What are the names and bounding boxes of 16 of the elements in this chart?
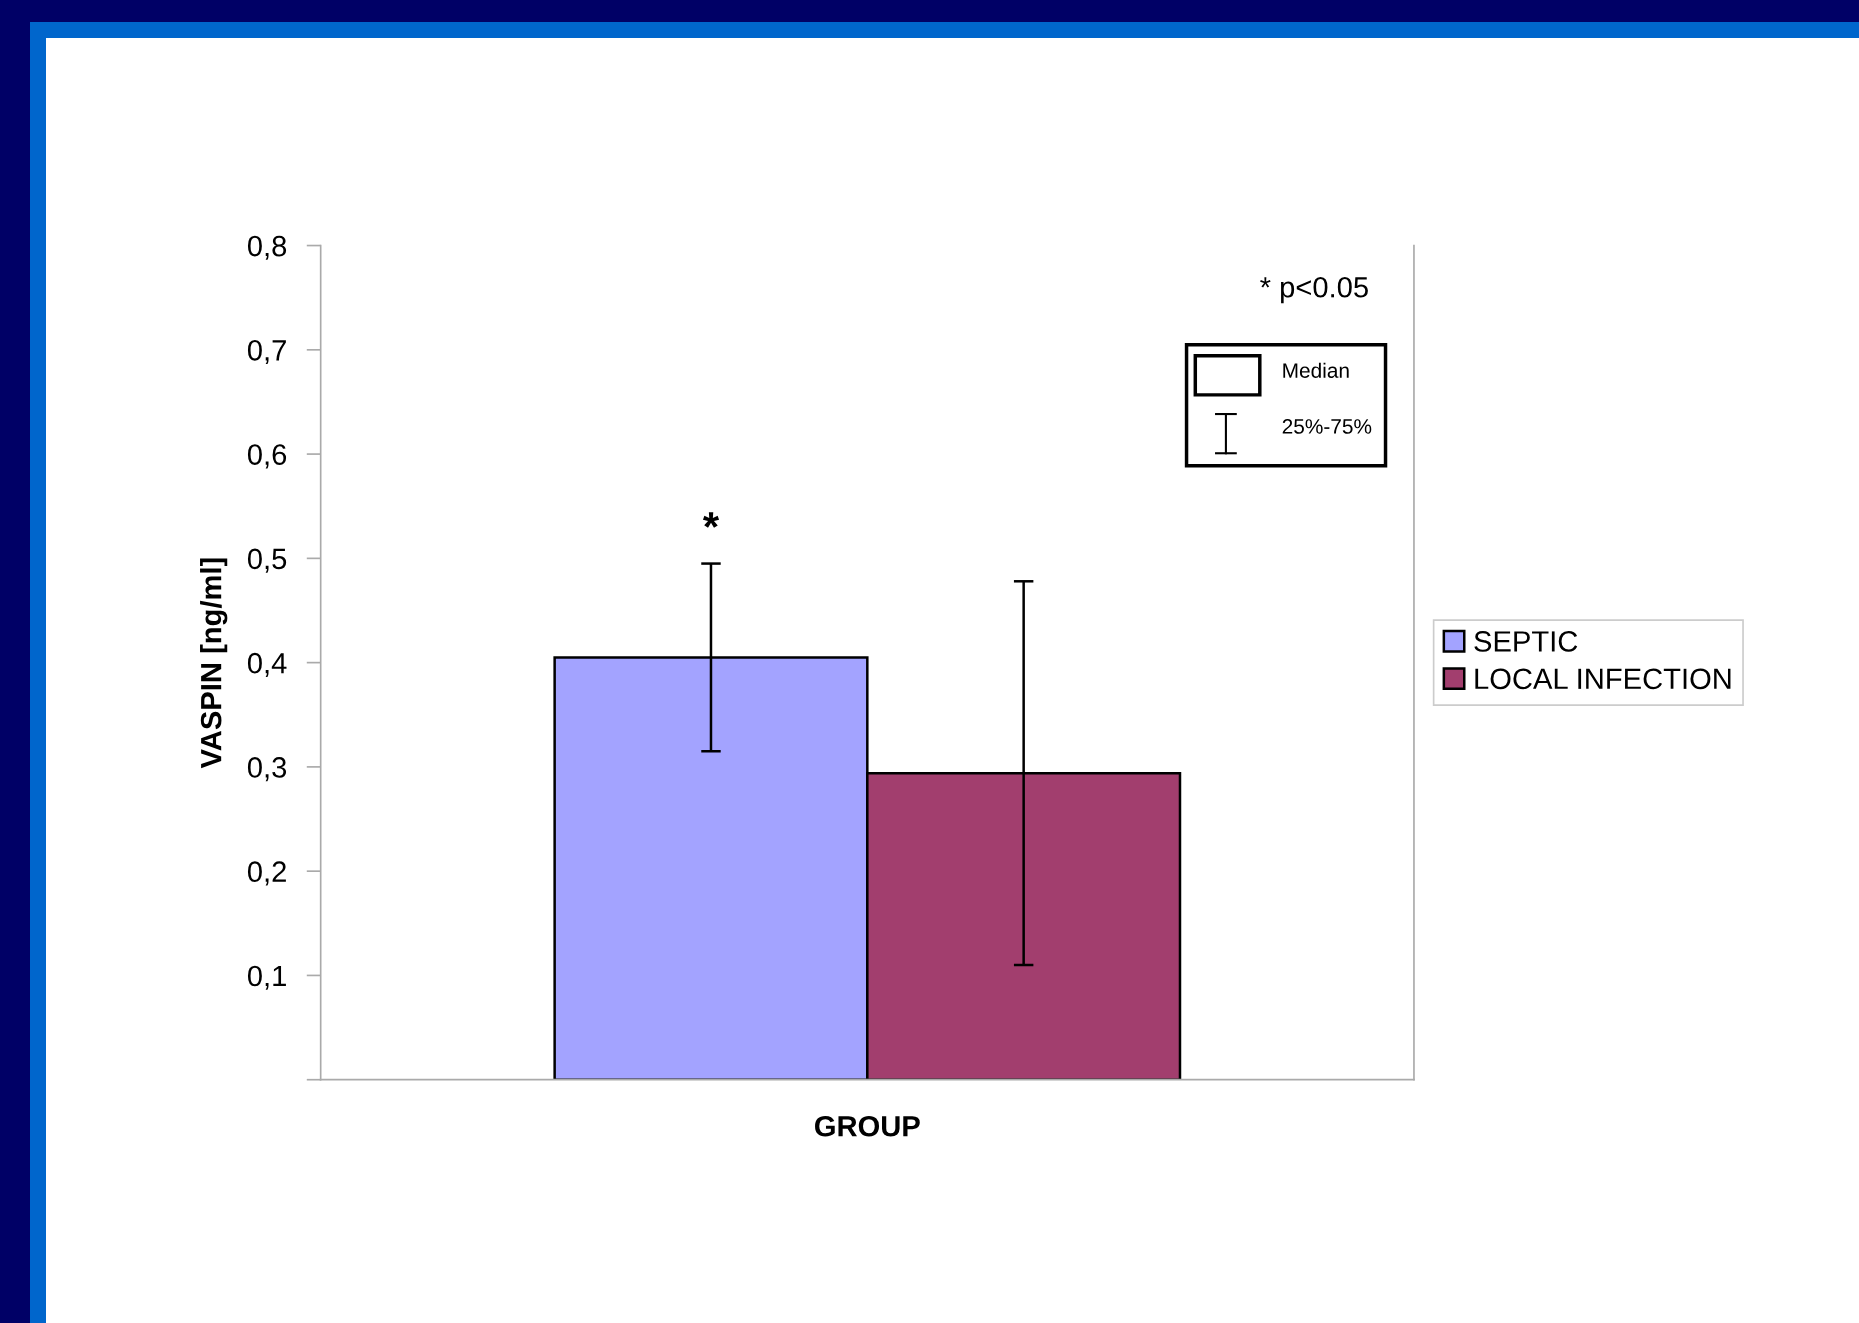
y-axis-title: VASPIN [ng/ml]	[200, 558, 228, 769]
y-tick-label: 0,4	[247, 652, 287, 677]
annotation: Median	[1283, 362, 1349, 378]
annotation: 25%-75%	[1282, 419, 1372, 434]
y-tick-label: 0,6	[247, 444, 287, 469]
y-tick-label: 0,2	[247, 861, 286, 886]
y-tick-label: 0,1	[247, 965, 286, 990]
y-tick-label: 0,8	[247, 235, 287, 260]
annotation: *	[702, 512, 720, 528]
annotation: * p<0.05	[1260, 276, 1368, 304]
y-tick-label: 0,5	[247, 548, 287, 573]
legend-label: LOCAL INFECTION	[1475, 668, 1731, 690]
legend-label: SEPTIC	[1474, 631, 1578, 652]
x-axis-title: GROUP	[815, 1115, 920, 1137]
y-tick-label: 0,7	[247, 340, 286, 365]
y-tick-label: 0,3	[247, 757, 287, 782]
